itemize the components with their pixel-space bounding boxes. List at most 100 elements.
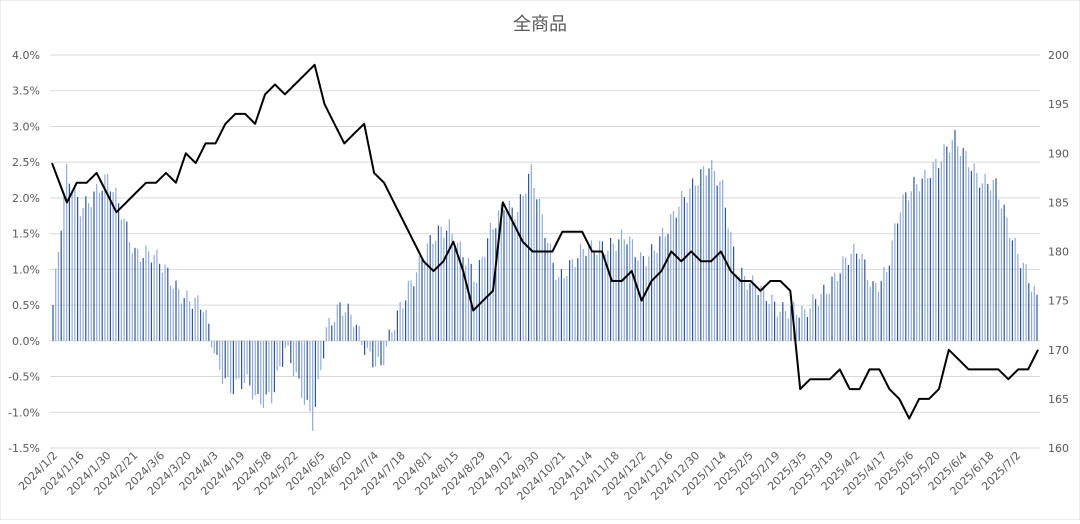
bar xyxy=(473,281,475,341)
bar xyxy=(314,340,316,407)
bar xyxy=(517,212,519,341)
bar xyxy=(115,187,117,341)
bar xyxy=(943,144,945,341)
left-axis-ticks: -1.5% -1.0% -0.5% 0.0% 0.5% 1.0% 1.5% 2.0% 2.5% 3… xyxy=(8,49,40,455)
bar xyxy=(675,217,677,341)
bar xyxy=(514,219,516,341)
bar xyxy=(651,244,653,341)
bar xyxy=(385,340,388,347)
bar xyxy=(976,172,978,341)
bar xyxy=(489,222,491,341)
bar xyxy=(369,340,371,352)
bar xyxy=(273,340,275,393)
bar xyxy=(850,253,852,341)
left-tick-label: 0.0% xyxy=(12,335,40,348)
bar xyxy=(465,265,467,341)
bar xyxy=(528,173,530,341)
left-tick-label: 3.5% xyxy=(12,85,40,98)
bar xyxy=(82,208,84,341)
bar xyxy=(749,283,751,341)
bar xyxy=(60,230,62,341)
bar xyxy=(525,193,527,341)
bar xyxy=(63,192,65,341)
bar xyxy=(604,254,606,341)
bar xyxy=(1028,283,1030,341)
right-axis-ticks: 160 165 170 175 180 185 190 195 200 xyxy=(1048,49,1069,455)
bar xyxy=(292,340,295,377)
bar xyxy=(547,242,549,341)
bar xyxy=(711,160,713,341)
bar xyxy=(405,300,407,341)
bar xyxy=(607,250,609,341)
bar xyxy=(566,276,568,341)
bar xyxy=(768,303,770,341)
bar xyxy=(123,218,125,341)
bar xyxy=(320,340,322,371)
bar xyxy=(440,226,442,341)
bar xyxy=(309,340,311,412)
bar xyxy=(839,273,841,341)
left-tick-label: 2.5% xyxy=(12,156,40,169)
bar xyxy=(55,268,57,341)
bar xyxy=(620,229,623,341)
bar xyxy=(232,340,234,395)
bar xyxy=(984,173,986,341)
bar xyxy=(145,245,147,341)
bar xyxy=(631,239,634,341)
bar xyxy=(694,185,696,341)
bar xyxy=(394,329,396,341)
bar xyxy=(582,249,584,341)
bar xyxy=(1030,291,1033,341)
bar xyxy=(90,207,92,341)
bar xyxy=(585,255,587,341)
bar xyxy=(268,340,270,393)
bar xyxy=(618,239,620,341)
bar xyxy=(421,258,423,341)
bar xyxy=(629,236,631,341)
bar xyxy=(730,232,732,341)
bar xyxy=(243,340,245,383)
bar xyxy=(910,191,912,341)
bar xyxy=(478,260,480,341)
bar xyxy=(456,242,459,341)
line-path xyxy=(51,63,1039,420)
bar xyxy=(817,306,819,341)
bar xyxy=(249,340,251,386)
bar xyxy=(323,340,325,359)
bar xyxy=(886,271,888,341)
bar xyxy=(85,196,87,341)
bar xyxy=(372,340,374,368)
bar xyxy=(101,190,103,341)
bar xyxy=(260,340,262,405)
bar xyxy=(907,200,910,341)
bar-series xyxy=(52,130,1038,431)
bar xyxy=(853,243,855,341)
bar xyxy=(962,148,964,341)
bar xyxy=(927,178,929,341)
left-tick-label: 1.0% xyxy=(12,263,40,276)
bar xyxy=(161,272,163,341)
bar xyxy=(743,275,746,341)
bar xyxy=(593,252,595,341)
bar xyxy=(536,199,538,341)
bar xyxy=(623,239,625,341)
bar xyxy=(834,272,836,341)
right-tick-label: 190 xyxy=(1048,147,1069,160)
bar xyxy=(1009,238,1011,341)
bar xyxy=(93,191,95,341)
bar xyxy=(230,340,232,394)
bar xyxy=(1011,240,1013,341)
bar xyxy=(946,146,948,341)
bar xyxy=(590,240,593,341)
bar xyxy=(1014,237,1016,341)
bar xyxy=(842,256,844,341)
bar xyxy=(235,340,237,380)
bar xyxy=(87,203,90,341)
bar xyxy=(344,312,347,341)
bar xyxy=(610,237,612,341)
bar xyxy=(951,140,953,341)
bar xyxy=(970,170,972,341)
bar xyxy=(804,309,806,341)
bar xyxy=(246,340,248,375)
bar xyxy=(774,301,776,341)
